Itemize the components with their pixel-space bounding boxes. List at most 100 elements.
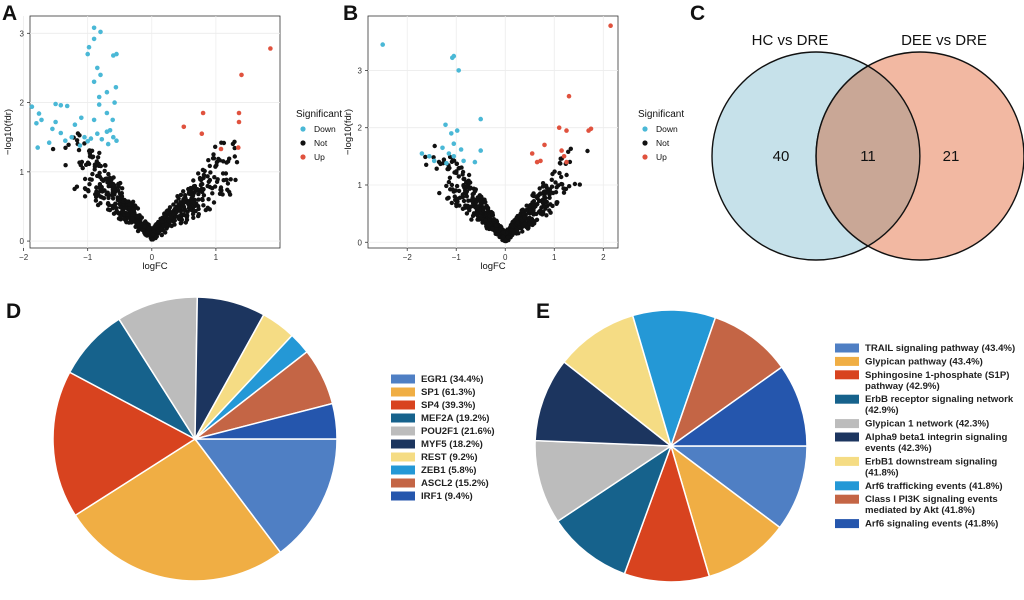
not-significant-point bbox=[121, 216, 127, 221]
pie-legend-label-6: Alpha9 beta1 integrin signaling bbox=[865, 432, 1007, 443]
pie-legend-swatch-1 bbox=[835, 343, 859, 353]
not-significant-point bbox=[540, 181, 546, 186]
plot-b-legend-down-marker bbox=[642, 126, 648, 132]
not-significant-point bbox=[514, 227, 520, 233]
pie-legend-swatch-7 bbox=[835, 456, 859, 466]
not-significant-point bbox=[106, 171, 111, 177]
not-significant-point bbox=[224, 160, 229, 165]
plot-b-legend-up: Up bbox=[656, 152, 667, 162]
plot-b-legend-not-marker bbox=[642, 140, 648, 146]
not-significant-point bbox=[191, 200, 197, 206]
plot-b-legend-title: Significant bbox=[638, 109, 684, 120]
not-significant-point bbox=[201, 203, 206, 208]
not-significant-point bbox=[211, 152, 216, 157]
pie-legend-swatch-10 bbox=[835, 519, 859, 529]
not-significant-point bbox=[117, 191, 123, 196]
down-point bbox=[96, 102, 102, 107]
not-significant-point bbox=[175, 194, 180, 199]
not-significant-point bbox=[181, 204, 187, 209]
not-significant-point bbox=[487, 217, 492, 222]
pie-legend-label-3: SP4 (39.3%) bbox=[421, 400, 475, 411]
pie-legend-label-9: mediated by Akt (41.8%) bbox=[865, 505, 975, 516]
down-point bbox=[478, 116, 484, 122]
pie-legend-swatch-6 bbox=[391, 439, 415, 449]
not-significant-point bbox=[531, 202, 536, 208]
not-significant-point bbox=[543, 195, 548, 201]
not-significant-point bbox=[486, 222, 492, 228]
not-significant-point bbox=[190, 195, 195, 201]
not-significant-point bbox=[234, 160, 240, 165]
pie-legend-label-5: POU2F1 (21.6%) bbox=[421, 426, 495, 437]
up-point bbox=[564, 159, 569, 165]
not-significant-point bbox=[529, 217, 535, 222]
not-significant-point bbox=[423, 154, 428, 160]
down-point bbox=[111, 134, 116, 140]
not-significant-point bbox=[201, 172, 207, 178]
not-significant-point bbox=[561, 190, 567, 195]
pie-legend-label-2: SP1 (61.3%) bbox=[421, 387, 475, 398]
not-significant-point bbox=[522, 221, 528, 227]
not-significant-point bbox=[167, 205, 173, 210]
not-significant-point bbox=[475, 211, 480, 217]
not-significant-point bbox=[96, 161, 101, 166]
not-significant-point bbox=[538, 208, 543, 213]
not-significant-point bbox=[111, 183, 117, 188]
not-significant-point bbox=[542, 190, 548, 195]
not-significant-point bbox=[221, 159, 226, 164]
pie-legend-label-6: MYF5 (18.2%) bbox=[421, 439, 483, 450]
down-point bbox=[461, 158, 466, 164]
plot-a-ytick-label: 1 bbox=[20, 168, 25, 177]
pie-legend-label-3: pathway (42.9%) bbox=[865, 381, 940, 392]
down-point bbox=[91, 117, 97, 123]
pie-legend-swatch-8 bbox=[835, 481, 859, 491]
not-significant-point bbox=[76, 147, 82, 153]
not-significant-point bbox=[79, 159, 85, 165]
down-point bbox=[450, 55, 455, 61]
not-significant-point bbox=[527, 221, 532, 226]
not-significant-point bbox=[188, 185, 193, 191]
not-significant-point bbox=[174, 209, 179, 215]
plot-b-ticks: −2 −1 0 1 2 0 1 2 3 bbox=[358, 66, 607, 262]
venn-set1-label: HC vs DRE bbox=[752, 32, 829, 49]
not-significant-point bbox=[554, 185, 559, 190]
not-significant-point bbox=[434, 166, 439, 171]
pie-legend-swatch-1 bbox=[391, 374, 415, 384]
plot-b-xlabel: logFC bbox=[480, 261, 505, 272]
down-point bbox=[95, 131, 100, 136]
not-significant-point bbox=[424, 162, 429, 167]
not-significant-point bbox=[456, 188, 462, 194]
not-significant-point bbox=[66, 142, 71, 147]
not-significant-point bbox=[460, 192, 465, 197]
down-point bbox=[99, 137, 105, 142]
not-significant-point bbox=[224, 177, 229, 182]
venn-set2-only-count: 21 bbox=[943, 148, 960, 165]
venn-overlap-region bbox=[815, 65, 921, 247]
plot-a-ytick-label: 2 bbox=[20, 99, 25, 108]
down-point bbox=[419, 151, 425, 156]
not-significant-point bbox=[196, 213, 201, 219]
down-point bbox=[88, 136, 94, 141]
not-significant-point bbox=[191, 178, 196, 183]
not-significant-point bbox=[572, 181, 578, 187]
not-significant-point bbox=[446, 195, 451, 200]
not-significant-point bbox=[513, 216, 519, 222]
plot-b-legend-down: Down bbox=[656, 124, 678, 134]
not-significant-point bbox=[568, 146, 573, 151]
not-significant-point bbox=[530, 193, 535, 198]
not-significant-point bbox=[75, 131, 81, 136]
not-significant-point bbox=[454, 161, 459, 166]
pie-slice-3 bbox=[52, 371, 197, 517]
not-significant-point bbox=[102, 163, 108, 168]
down-point bbox=[111, 53, 116, 58]
not-significant-point bbox=[478, 198, 483, 204]
not-significant-point bbox=[481, 200, 486, 205]
not-significant-point bbox=[577, 182, 582, 187]
not-significant-point bbox=[547, 195, 552, 200]
not-significant-point bbox=[82, 141, 87, 146]
pie-chart-e: TRAIL signaling pathway (43.4%) Glypican … bbox=[534, 309, 1015, 583]
not-significant-point bbox=[534, 211, 539, 217]
pie-slice-1 bbox=[193, 438, 338, 554]
pie-legend-label-2: Glypican pathway (43.4%) bbox=[865, 356, 983, 367]
plot-b-legend-up-marker bbox=[642, 154, 648, 160]
